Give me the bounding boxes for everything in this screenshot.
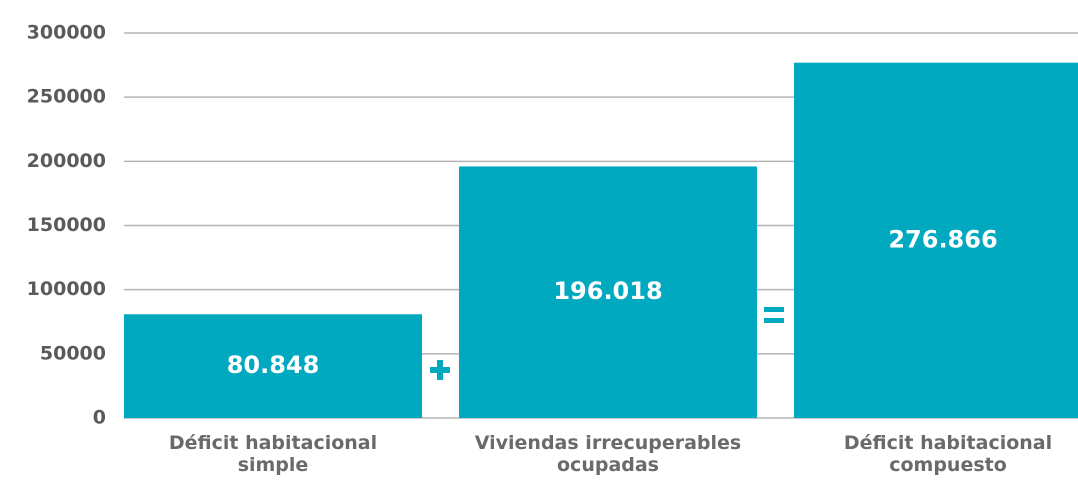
y-tick-label: 150000 bbox=[27, 214, 106, 236]
x-tick-label: Viviendas irrecuperables ocupadas bbox=[474, 432, 742, 476]
y-tick-label: 200000 bbox=[27, 150, 106, 172]
y-tick-label: 300000 bbox=[27, 22, 106, 44]
equals-sign bbox=[764, 318, 784, 323]
plus-sign bbox=[437, 360, 443, 380]
y-tick-label: 250000 bbox=[27, 86, 106, 108]
equals-sign bbox=[764, 307, 784, 312]
x-tick-label: Déficit habitacional compuesto bbox=[843, 432, 1053, 476]
bar bbox=[459, 166, 757, 418]
y-tick-label: 0 bbox=[93, 407, 106, 429]
x-tick-label: Déficit habitacional simple bbox=[168, 432, 378, 476]
value-label: 80.848 bbox=[227, 351, 320, 379]
value-label: 276.866 bbox=[888, 225, 997, 253]
bar bbox=[794, 62, 1078, 419]
y-tick-label: 50000 bbox=[40, 342, 106, 364]
y-tick-label: 100000 bbox=[27, 278, 106, 300]
bar bbox=[124, 314, 422, 418]
value-label: 196.018 bbox=[553, 277, 662, 305]
